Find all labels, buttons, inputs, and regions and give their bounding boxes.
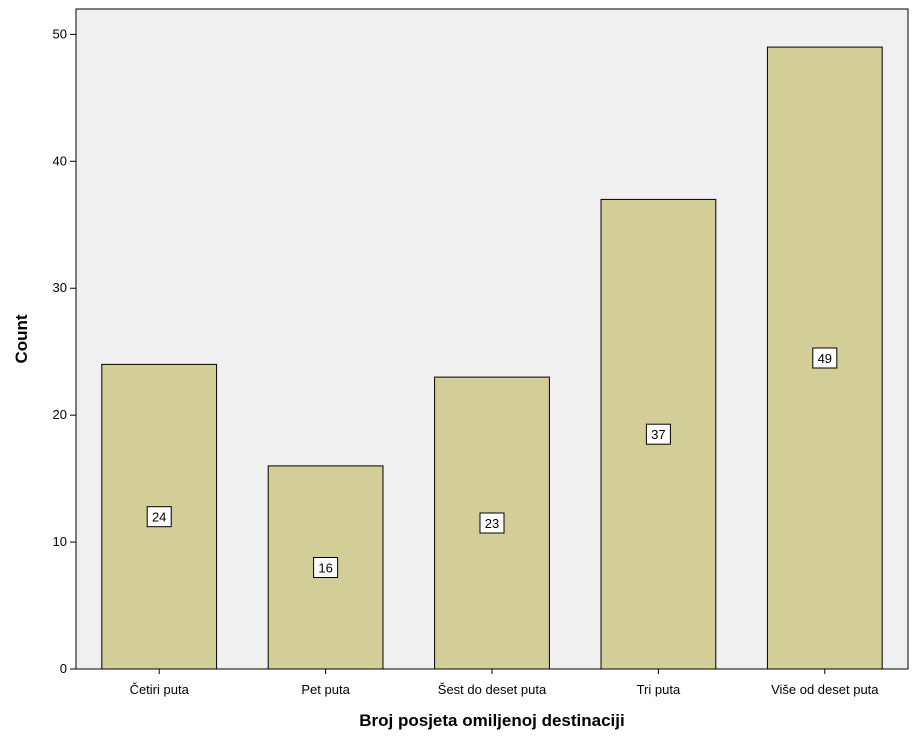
- y-tick-label: 30: [53, 280, 67, 295]
- data-label-box: [645, 423, 671, 445]
- x-tick-label: Četiri puta: [130, 682, 190, 697]
- y-tick-label: 40: [53, 153, 67, 168]
- y-tick-label: 10: [53, 534, 67, 549]
- data-label-box: [812, 347, 838, 369]
- data-label-box: [146, 506, 172, 528]
- data-label: 16: [318, 561, 332, 576]
- x-tick-label: Više od deset puta: [771, 682, 879, 697]
- ticks-layer: Četiri puta Pet puta Šest do deset puta Tri…: [53, 26, 880, 697]
- data-label: 24: [152, 510, 166, 525]
- y-axis-title: Count: [12, 314, 31, 363]
- x-tick-label: Tri puta: [637, 682, 681, 697]
- data-label: 23: [485, 516, 499, 531]
- data-labels-layer: 24 16 23 37 49: [146, 347, 838, 578]
- x-tick-label: Šest do deset puta: [438, 682, 547, 697]
- x-tick-label: Pet puta: [301, 682, 350, 697]
- data-label: 37: [651, 427, 665, 442]
- x-axis-title: Broj posjeta omiljenoj destinaciji: [359, 711, 624, 730]
- data-label-box: [313, 557, 339, 578]
- data-label-box: [479, 512, 505, 534]
- data-label: 49: [818, 351, 832, 366]
- y-tick-label: 0: [60, 661, 67, 676]
- y-tick-label: 20: [53, 407, 67, 422]
- y-tick-label: 50: [53, 26, 67, 41]
